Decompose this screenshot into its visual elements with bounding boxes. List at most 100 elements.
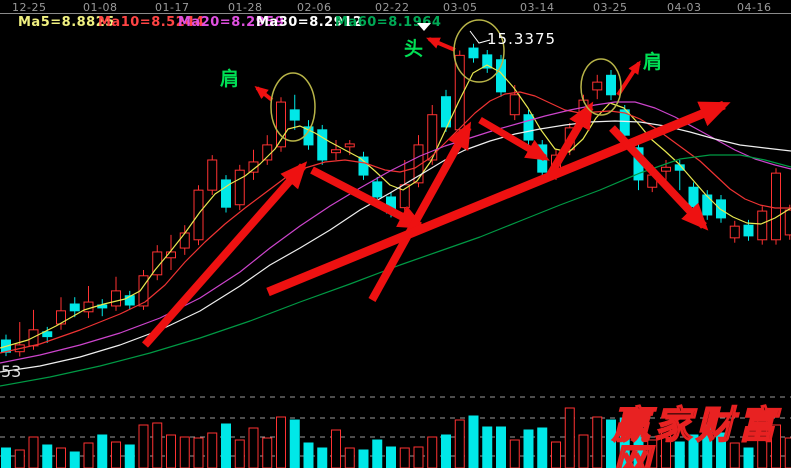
candle-up	[207, 159, 218, 191]
volume-bar	[124, 444, 135, 468]
arrow-left-shoulder-pointer	[254, 86, 274, 102]
candle-down	[69, 303, 80, 312]
volume-bar	[97, 434, 108, 468]
volume-bar	[56, 447, 66, 468]
candle-up	[427, 114, 438, 161]
candle-up	[111, 290, 121, 307]
volume-bar	[234, 439, 245, 468]
arrow-decline-right	[609, 125, 709, 231]
arrow-decline-from-head	[478, 116, 550, 162]
candle-up	[771, 172, 781, 241]
candle-up	[592, 81, 603, 91]
left-shoulder-circle	[270, 72, 316, 142]
volume-bar	[138, 424, 149, 468]
date-tick-01-17: 01-17	[155, 1, 190, 14]
candle-down	[289, 109, 300, 121]
volume-bar	[14, 449, 25, 468]
date-tick-03-05: 03-05	[443, 1, 478, 14]
peak-pointer-line	[469, 30, 491, 44]
candle-down	[124, 295, 135, 306]
date-tick-04-16: 04-16	[737, 1, 772, 14]
right-shoulder-circle	[580, 58, 622, 116]
volume-bar	[702, 424, 713, 468]
date-tick-03-14: 03-14	[520, 1, 555, 14]
volume-bar	[633, 414, 644, 468]
ma-legend-ma20: Ma20=8.2959	[178, 15, 285, 30]
candle-up	[276, 101, 286, 148]
volume-bar	[276, 416, 286, 468]
volume-bar	[207, 432, 218, 468]
volume-bar	[661, 429, 671, 468]
candle-down	[523, 114, 534, 141]
volume-bar	[166, 434, 176, 468]
volume-bar	[454, 419, 465, 468]
arrow-decline-from-left-shoulder	[310, 166, 426, 230]
candle-down	[372, 181, 383, 198]
arrow-long-trend-arrow	[266, 100, 731, 297]
volume-bar	[193, 437, 204, 468]
peak-price-label: 15.3375	[487, 30, 557, 48]
candle-down	[743, 224, 754, 237]
volume-bar	[784, 437, 791, 468]
volume-bar	[551, 441, 561, 468]
volume-bar	[592, 416, 603, 468]
volume-bar	[619, 417, 630, 468]
candle-down	[441, 96, 451, 128]
candle-down	[221, 179, 231, 208]
candle-up	[784, 209, 791, 236]
candle-up	[344, 143, 355, 148]
date-tick-02-22: 02-22	[375, 1, 410, 14]
candle-up	[234, 169, 245, 206]
candle-up	[179, 232, 190, 249]
candle-down	[317, 129, 328, 161]
date-tick-01-28: 01-28	[228, 1, 263, 14]
volume-bar	[509, 439, 520, 468]
volume-bar	[289, 419, 300, 468]
volume-bar	[716, 432, 726, 468]
candle-down	[702, 194, 713, 216]
date-tick-03-25: 03-25	[593, 1, 628, 14]
ma-line-ma5	[0, 64, 791, 349]
volume-bar	[441, 434, 451, 468]
arrow-rise-to-right-shoulder	[546, 101, 594, 178]
candle-up	[757, 210, 768, 241]
date-tick-02-06: 02-06	[297, 1, 332, 14]
ma-line-ma60	[0, 154, 791, 387]
head-circle	[453, 19, 505, 83]
volume-bar	[482, 426, 493, 468]
volume-bar	[248, 427, 259, 468]
candle-up	[56, 310, 66, 325]
left-shoulder-label: 肩	[220, 68, 240, 90]
volume-bar	[606, 419, 616, 468]
candle-down	[716, 199, 726, 219]
volume-bar	[427, 436, 438, 468]
ma-line-ma30	[0, 120, 791, 373]
candle-up	[152, 251, 163, 276]
ma-line-ma10	[0, 91, 791, 354]
volume-bar	[674, 441, 685, 468]
volume-bar	[179, 436, 190, 468]
volume-bar	[358, 449, 369, 468]
volume-bar	[344, 447, 355, 468]
ma-legend-ma5: Ma5=8.8825	[18, 15, 115, 30]
left-axis-price-label: 53	[1, 362, 22, 381]
volume-bar	[331, 429, 341, 468]
volume-bar	[111, 441, 121, 468]
volume-bar	[372, 439, 383, 468]
candle-down	[619, 109, 630, 136]
candle-down	[606, 74, 616, 96]
volume-bar	[386, 446, 396, 468]
head-label: 头	[404, 38, 424, 60]
volume-bar	[221, 423, 231, 468]
candle-down	[358, 156, 369, 176]
volume-bar	[523, 429, 534, 468]
volume-bar	[757, 419, 768, 468]
volume-bar	[578, 434, 589, 468]
volume-bar	[688, 434, 699, 468]
candle-up	[509, 94, 520, 116]
volume-bar	[42, 444, 53, 468]
volume-bar	[152, 422, 163, 468]
candle-up	[331, 149, 341, 154]
